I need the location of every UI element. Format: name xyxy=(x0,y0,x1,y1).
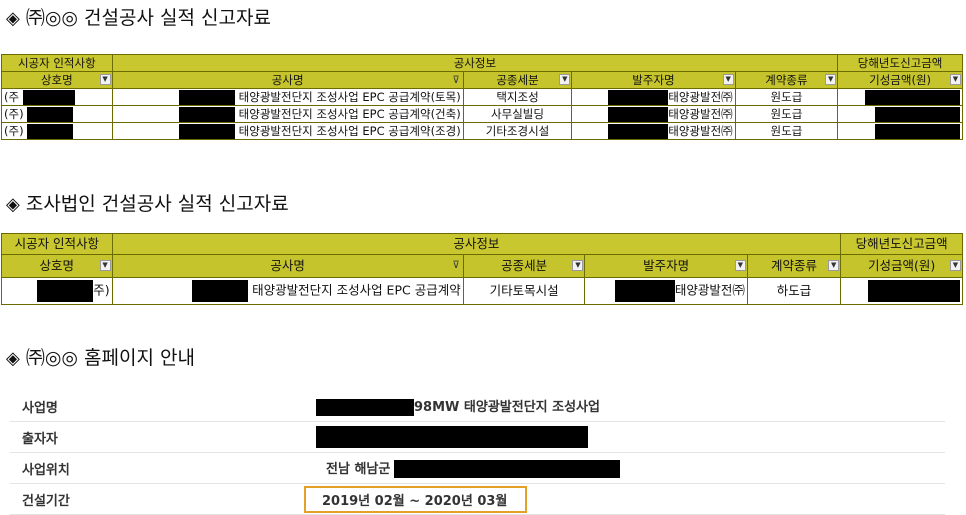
info-row: 출자자 xyxy=(10,421,945,453)
col-header-client[interactable]: 발주자명 ▼ xyxy=(584,254,748,278)
section1-table: 시공자 인적사항 공사정보 당해년도신고금액 상호명 ▼ 공사명 ⊽ 공종세분 ▼ 발… xyxy=(1,54,963,140)
company-cell: (주 xyxy=(4,90,20,104)
col-header-client[interactable]: 발주자명 ▼ xyxy=(571,71,736,89)
table-row: (주) 태양광발전단지 조성사업 EPC 공급계약(건축) 사무실빌딩 태양광발… xyxy=(1,105,963,123)
filter-icon[interactable]: ⊽ xyxy=(452,75,460,86)
col-header-contract[interactable]: 계약종류 ▼ xyxy=(734,71,839,89)
section3-heading: ◈ ㈜◎◎ 홈페이지 안내 xyxy=(6,346,195,371)
col-header-type[interactable]: 공종세분 ▼ xyxy=(462,71,573,89)
client-cell: 태양광발전㈜ xyxy=(674,282,745,298)
redaction-block xyxy=(608,107,669,122)
dropdown-arrow-icon[interactable]: ▼ xyxy=(99,74,111,85)
info-row: 건설기간 2019년 02월 ~ 2020년 03월 xyxy=(10,483,945,515)
section2-title: 조사법인 건설공사 실적 신고자료 xyxy=(25,193,289,215)
company-cell: (주) xyxy=(4,124,24,138)
redaction-block xyxy=(394,460,621,479)
type-cell: 택지조성 xyxy=(462,88,573,106)
project-cell: 태양광발전단지 조성사업 EPC 공급계약(조경) xyxy=(238,124,461,138)
redaction-block xyxy=(868,280,960,302)
info-label: 사업명 xyxy=(10,391,303,422)
col-header-project[interactable]: 공사명 ⊽ xyxy=(111,254,464,278)
construction-period-highlight: 2019년 02월 ~ 2020년 03월 xyxy=(304,485,528,513)
info-label: 사업위치 xyxy=(10,452,303,484)
col-header-contract[interactable]: 계약종류 ▼ xyxy=(746,254,842,278)
group-amount: 당해년도신고금액 xyxy=(837,54,963,72)
dropdown-arrow-icon[interactable]: ▼ xyxy=(825,74,837,85)
section1-heading: ◈ ㈜◎◎ 건설공사 실적 신고자료 xyxy=(6,6,271,31)
info-label: 건설기간 xyxy=(10,483,303,515)
diamond-icon: ◈ xyxy=(6,194,20,215)
redaction-block xyxy=(608,124,669,139)
dropdown-arrow-icon[interactable]: ▼ xyxy=(950,260,961,271)
type-cell: 사무실빌딩 xyxy=(462,105,573,123)
table-row: (주 태양광발전단지 조성사업 EPC 공급계약(토목) 택지조성 태양광발전㈜… xyxy=(1,88,963,106)
col-header-amount[interactable]: 기성금액(원) ▼ xyxy=(840,254,963,278)
redaction-block xyxy=(27,124,74,139)
dropdown-arrow-icon[interactable]: ▼ xyxy=(722,74,734,85)
project-cell: 태양광발전단지 조성사업 EPC 공급계약(건축) xyxy=(238,107,461,121)
redaction-block xyxy=(27,107,74,122)
redaction-block xyxy=(178,124,235,139)
client-cell: 태양광발전㈜ xyxy=(668,107,733,121)
dropdown-arrow-icon[interactable]: ▼ xyxy=(572,260,584,271)
dropdown-arrow-icon[interactable]: ▼ xyxy=(99,260,111,271)
company-cell: 주) xyxy=(93,282,110,298)
section1-title: ㈜◎◎ 건설공사 실적 신고자료 xyxy=(25,7,271,29)
col-header-type[interactable]: 공종세분 ▼ xyxy=(462,254,586,278)
company-cell: (주) xyxy=(4,107,24,121)
redaction-block xyxy=(178,107,235,122)
redaction-block xyxy=(37,280,94,302)
diamond-icon: ◈ xyxy=(6,348,20,369)
type-cell: 기타토목시설 xyxy=(462,277,586,305)
dropdown-arrow-icon[interactable]: ▼ xyxy=(559,74,571,85)
client-cell: 태양광발전㈜ xyxy=(668,124,733,138)
info-value: 전남 해남군 xyxy=(326,461,391,477)
group-contractor: 시공자 인적사항 xyxy=(1,233,113,255)
col-header-company[interactable]: 상호명 ▼ xyxy=(1,254,113,278)
diamond-icon: ◈ xyxy=(6,8,20,29)
info-value: 98MW 태양광발전단지 조성사업 xyxy=(414,400,600,415)
type-cell: 기타조경시설 xyxy=(462,122,573,140)
table-row: 주) 태양광발전단지 조성사업 EPC 공급계약 기타토목시설 태양광발전㈜ 하… xyxy=(1,277,963,305)
homepage-info-table: 사업명 98MW 태양광발전단지 조성사업 출자자 사업위치 전남 해남군 건설… xyxy=(10,391,945,515)
group-info: 공사정보 xyxy=(111,54,839,72)
group-contractor: 시공자 인적사항 xyxy=(1,54,113,72)
section2-heading: ◈ 조사법인 건설공사 실적 신고자료 xyxy=(6,192,289,217)
redaction-block xyxy=(608,90,669,105)
info-row: 사업위치 전남 해남군 xyxy=(10,452,945,484)
redaction-block xyxy=(22,90,75,105)
group-amount: 당해년도신고금액 xyxy=(840,233,963,255)
project-cell: 태양광발전단지 조성사업 EPC 공급계약 xyxy=(252,282,461,298)
contract-cell: 원도급 xyxy=(734,122,839,140)
redaction-block xyxy=(316,426,588,448)
client-cell: 태양광발전㈜ xyxy=(668,90,733,104)
section3-title: ㈜◎◎ 홈페이지 안내 xyxy=(25,347,195,369)
info-value: 2019년 02월 ~ 2020년 03월 xyxy=(322,493,508,509)
dropdown-arrow-icon[interactable]: ▼ xyxy=(734,260,746,271)
redaction-block xyxy=(875,107,960,122)
redaction-block xyxy=(614,280,675,302)
contract-cell: 원도급 xyxy=(734,105,839,123)
contract-cell: 하도급 xyxy=(746,277,842,305)
col-header-amount[interactable]: 기성금액(원) ▼ xyxy=(837,71,963,89)
redaction-block xyxy=(865,90,960,105)
col-header-company[interactable]: 상호명 ▼ xyxy=(1,71,113,89)
contract-cell: 원도급 xyxy=(734,88,839,106)
redaction-block xyxy=(875,124,960,139)
info-row: 사업명 98MW 태양광발전단지 조성사업 xyxy=(10,391,945,422)
section2-table: 시공자 인적사항 공사정보 당해년도신고금액 상호명 ▼ 공사명 ⊽ 공종세분 ▼ 발… xyxy=(1,233,963,305)
info-label: 출자자 xyxy=(10,421,303,453)
table-row: (주) 태양광발전단지 조성사업 EPC 공급계약(조경) 기타조경시설 태양광… xyxy=(1,122,963,140)
col-header-project[interactable]: 공사명 ⊽ xyxy=(111,71,464,89)
redaction-block xyxy=(192,280,249,302)
redaction-block xyxy=(178,90,235,105)
dropdown-arrow-icon[interactable]: ▼ xyxy=(950,74,961,85)
redaction-block xyxy=(316,399,414,416)
project-cell: 태양광발전단지 조성사업 EPC 공급계약(토목) xyxy=(238,90,461,104)
dropdown-arrow-icon[interactable]: ▼ xyxy=(828,260,840,271)
filter-icon[interactable]: ⊽ xyxy=(452,260,460,271)
group-info: 공사정보 xyxy=(111,233,842,255)
